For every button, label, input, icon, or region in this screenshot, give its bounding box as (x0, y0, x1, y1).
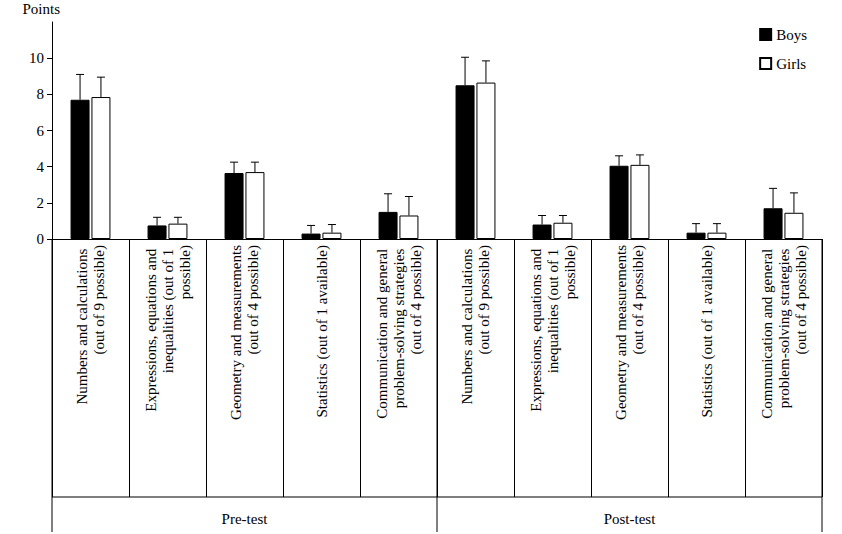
svg-text:(out of 9 possible): (out of 9 possible) (476, 245, 493, 355)
svg-text:10: 10 (29, 50, 44, 66)
svg-text:(out of 9 possible): (out of 9 possible) (91, 245, 108, 355)
svg-text:Geometry and measurements: Geometry and measurements (228, 245, 244, 420)
svg-text:inequalities (out of 1: inequalities (out of 1 (160, 245, 177, 373)
svg-text:6: 6 (37, 123, 45, 139)
svg-text:Post-test: Post-test (604, 511, 657, 527)
svg-text:Girls: Girls (776, 56, 806, 72)
svg-text:2: 2 (37, 195, 45, 211)
svg-text:Pre-test: Pre-test (222, 511, 269, 527)
svg-text:Geometry and measurements: Geometry and measurements (613, 245, 629, 420)
svg-text:0: 0 (37, 231, 45, 247)
svg-text:Boys: Boys (776, 27, 807, 43)
svg-text:Numbers and calculations: Numbers and calculations (459, 245, 475, 405)
svg-text:Numbers and calculations: Numbers and calculations (74, 245, 90, 405)
svg-text:Expressions, equations and: Expressions, equations and (143, 245, 159, 412)
svg-text:Communication and general: Communication and general (759, 245, 775, 419)
svg-text:Expressions, equations and: Expressions, equations and (528, 245, 544, 412)
svg-text:problem-solving strategies: problem-solving strategies (391, 245, 407, 408)
svg-text:inequalities (out of 1: inequalities (out of 1 (545, 245, 562, 373)
svg-text:4: 4 (37, 159, 45, 175)
svg-text:Communication and general: Communication and general (374, 245, 390, 419)
svg-text:Statistics (out of 1 available: Statistics (out of 1 available) (699, 245, 716, 417)
svg-text:problem-solving strategies: problem-solving strategies (776, 245, 792, 408)
svg-text:(out of 4 possible): (out of 4 possible) (408, 245, 425, 355)
svg-text:Points: Points (22, 1, 60, 17)
svg-text:(out of 4 possible): (out of 4 possible) (793, 245, 810, 355)
svg-text:possible): possible) (562, 245, 579, 299)
svg-text:Statistics (out of 1 available: Statistics (out of 1 available) (314, 245, 331, 417)
svg-text:8: 8 (37, 86, 45, 102)
svg-text:(out of 4 possible): (out of 4 possible) (630, 245, 647, 358)
svg-text:possible): possible) (177, 245, 194, 299)
svg-text:(out of 4 possible): (out of 4 possible) (245, 245, 262, 358)
